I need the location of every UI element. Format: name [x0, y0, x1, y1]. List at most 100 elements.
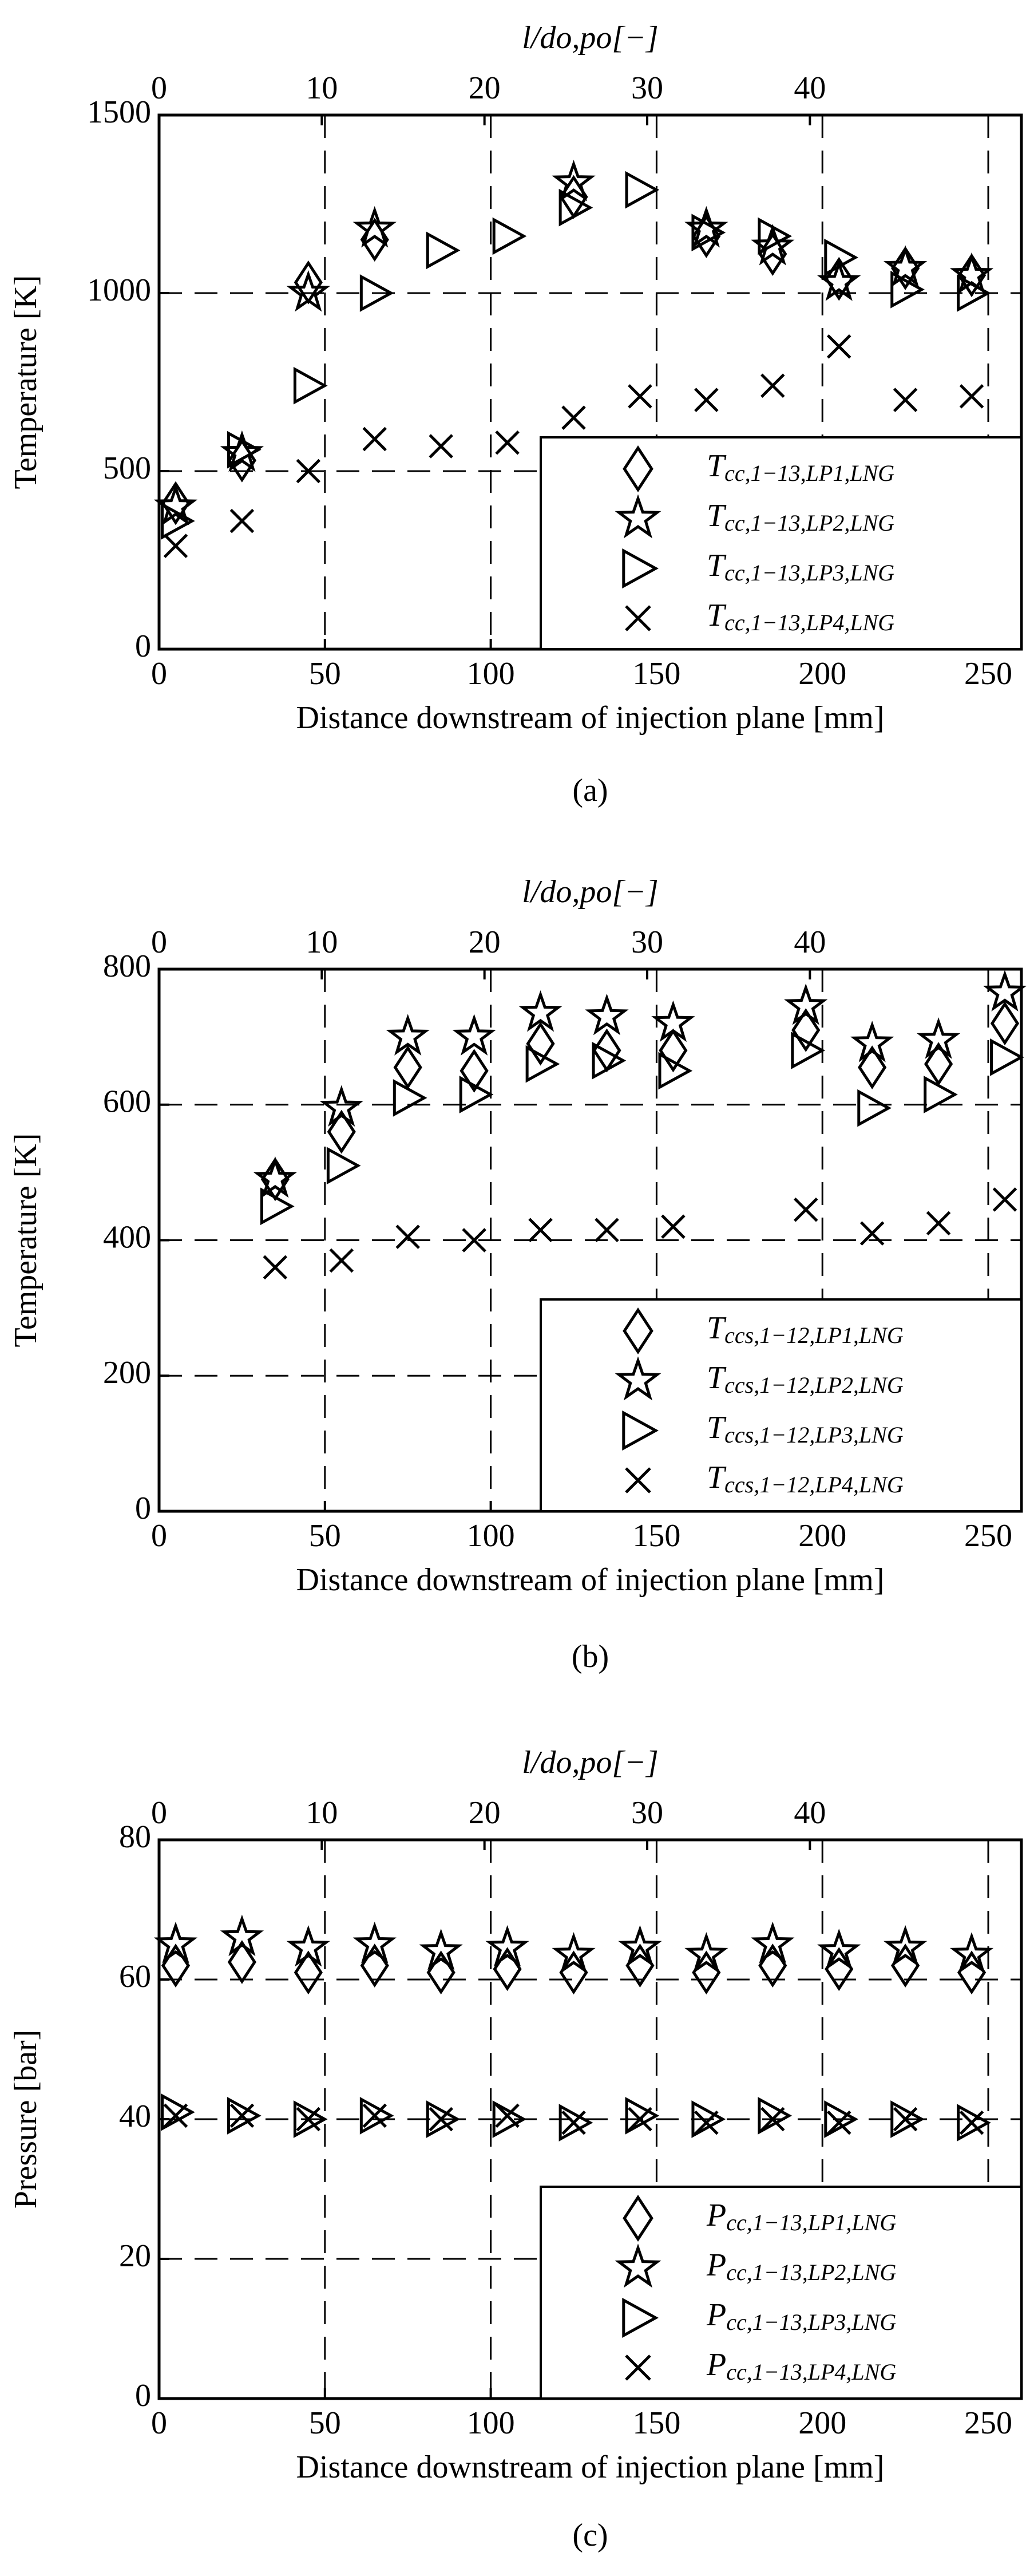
- point: [419, 1929, 463, 1970]
- y-tick-label: 0: [135, 629, 151, 664]
- legend-marker: [625, 1467, 651, 1494]
- y-tick-label: 1500: [87, 94, 151, 130]
- x2-tick-label: 40: [794, 1795, 826, 1831]
- point: [625, 2097, 660, 2135]
- point: [492, 217, 527, 255]
- point: [561, 2110, 586, 2135]
- legend-marker: [625, 605, 651, 631]
- legend-marker: [615, 2243, 661, 2288]
- point: [791, 1032, 826, 1069]
- point: [525, 1045, 560, 1083]
- point: [362, 2103, 387, 2128]
- point: [824, 238, 858, 276]
- point: [585, 993, 629, 1036]
- point: [691, 214, 726, 252]
- point: [518, 990, 562, 1032]
- x-tick-label: 100: [467, 2405, 515, 2441]
- legend-label: Tccs,1−12,LP1,LNG: [707, 1310, 904, 1348]
- point: [293, 2100, 328, 2138]
- point: [161, 502, 195, 540]
- point: [229, 508, 255, 534]
- point: [386, 1014, 430, 1056]
- point: [161, 481, 191, 526]
- point: [926, 1211, 951, 1236]
- y-tick-label: 0: [135, 2378, 151, 2413]
- legend-label: Tcc,1−13,LP2,LNG: [707, 498, 894, 536]
- legend-box: [540, 1298, 1023, 1512]
- point: [916, 1017, 961, 1059]
- x-tick-label: 50: [309, 1518, 341, 1554]
- y-tick-label: 500: [103, 451, 151, 486]
- point: [263, 1255, 288, 1280]
- point: [294, 1950, 323, 1995]
- point: [628, 384, 652, 409]
- point: [393, 1045, 422, 1090]
- point: [329, 1248, 354, 1273]
- point: [592, 1041, 627, 1080]
- point: [826, 2110, 851, 2135]
- point: [824, 2100, 858, 2138]
- point: [153, 484, 198, 526]
- y-tick-label: 60: [119, 1959, 151, 1994]
- point: [658, 1052, 693, 1090]
- point: [890, 2100, 925, 2138]
- x-tick-label: 0: [151, 656, 167, 692]
- point: [227, 1940, 256, 1984]
- point: [286, 270, 330, 312]
- x-tick-label: 50: [309, 656, 341, 692]
- x2-tick-label: 30: [631, 1795, 663, 1831]
- y-tick-label: 200: [103, 1355, 151, 1390]
- caption: (b): [572, 1639, 609, 1674]
- point: [326, 1147, 361, 1185]
- point: [161, 2093, 195, 2131]
- x-tick-label: 50: [309, 2405, 341, 2441]
- x-tick-label: 250: [964, 656, 1012, 692]
- legend-marker: [623, 2195, 653, 2242]
- point: [858, 1045, 887, 1090]
- legend-marker: [615, 1356, 661, 1401]
- point: [817, 259, 861, 301]
- legend-marker: [625, 2354, 651, 2381]
- point: [791, 1008, 821, 1052]
- point: [561, 405, 586, 430]
- point: [492, 2100, 527, 2138]
- legend-label: Tcc,1−13,LP4,LNG: [707, 598, 894, 635]
- point: [395, 1224, 420, 1249]
- point: [429, 2107, 453, 2132]
- point: [684, 1932, 728, 1974]
- point: [758, 2097, 793, 2135]
- x2-tick-label: 20: [469, 1795, 501, 1831]
- point: [495, 2103, 520, 2128]
- y-axis-label: Temperature [K]: [8, 1133, 43, 1348]
- x2-tick-label: 40: [794, 924, 826, 960]
- y-tick-label: 80: [119, 1819, 151, 1855]
- legend-marker: [623, 445, 653, 492]
- legend-marker: [623, 1307, 653, 1354]
- point: [659, 1028, 688, 1073]
- y-tick-label: 0: [135, 1491, 151, 1526]
- point: [751, 1921, 795, 1963]
- point: [949, 1932, 994, 1974]
- point: [661, 1214, 686, 1239]
- x-tick-label: 0: [151, 1518, 167, 1554]
- point: [924, 1076, 958, 1113]
- point: [857, 1089, 892, 1127]
- point: [883, 245, 928, 287]
- point: [694, 388, 719, 412]
- point: [625, 171, 660, 209]
- point: [957, 274, 991, 312]
- x2-tick-label: 0: [151, 924, 167, 960]
- point: [558, 2104, 593, 2142]
- x2-tick-label: 40: [794, 70, 826, 106]
- x-tick-label: 100: [467, 656, 515, 692]
- point: [485, 1925, 529, 1967]
- point: [618, 1925, 662, 1967]
- x2-tick-label: 0: [151, 1795, 167, 1831]
- point: [859, 1221, 885, 1246]
- point: [462, 1228, 486, 1253]
- x-tick-label: 0: [151, 2405, 167, 2441]
- point: [426, 2100, 461, 2138]
- point: [850, 1021, 894, 1062]
- point: [220, 1914, 264, 1957]
- legend-label: Pcc,1−13,LP2,LNG: [706, 2247, 896, 2285]
